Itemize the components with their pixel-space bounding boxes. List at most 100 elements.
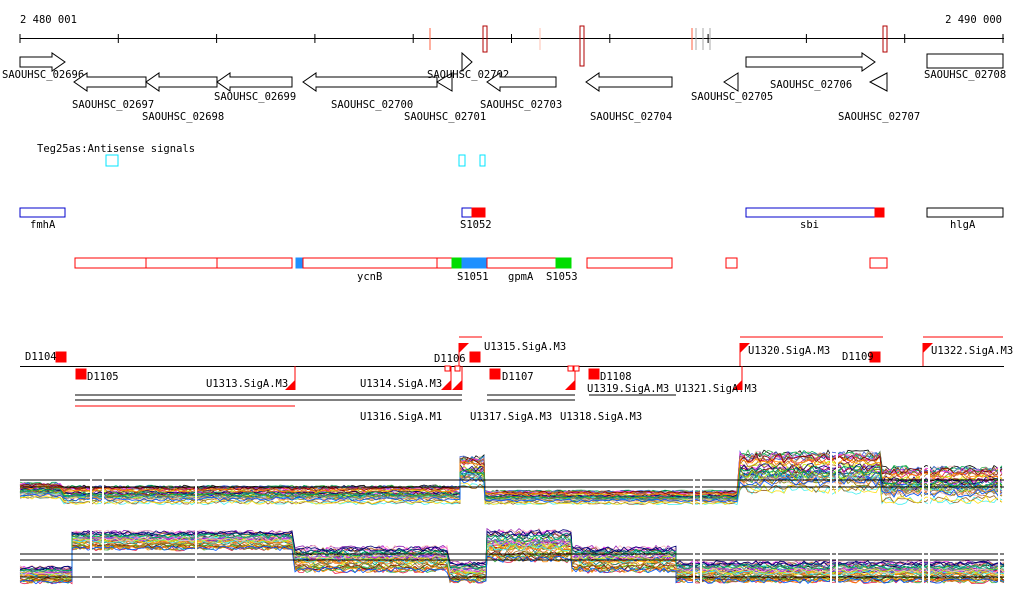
gene-arrow-5[interactable] bbox=[436, 72, 453, 92]
promoter-label[interactable]: U1319.SigA.M3 bbox=[587, 383, 669, 395]
gene-arrow-10[interactable] bbox=[745, 52, 876, 72]
gene-label[interactable]: SAOUHSC_02699 bbox=[214, 91, 296, 103]
promoter-label[interactable]: U1314.SigA.M3 bbox=[360, 378, 442, 390]
annotation-box bbox=[555, 257, 572, 269]
gene-label[interactable]: SAOUHSC_02706 bbox=[770, 79, 852, 91]
gene-arrow-2[interactable] bbox=[145, 72, 218, 92]
promoter-triangle bbox=[732, 380, 742, 390]
expression-profile bbox=[19, 457, 1003, 497]
promoter-label[interactable]: U1315.SigA.M3 bbox=[484, 341, 566, 353]
srna-label[interactable]: S1052 bbox=[460, 219, 492, 231]
annotation-box bbox=[486, 257, 557, 269]
gene-label[interactable]: SAOUHSC_02696 bbox=[2, 69, 84, 81]
gene-arrow-11[interactable] bbox=[868, 72, 888, 92]
expression-gap bbox=[928, 520, 930, 600]
expression-gap bbox=[102, 445, 104, 520]
gene-label[interactable]: SAOUHSC_02707 bbox=[838, 111, 920, 123]
annotation-label[interactable]: S1053 bbox=[546, 271, 578, 283]
gene-arrow-7[interactable] bbox=[486, 72, 557, 92]
expression-gap bbox=[922, 520, 924, 600]
annotation-label[interactable]: gpmA bbox=[508, 271, 534, 283]
promoter-label[interactable]: D1107 bbox=[502, 371, 534, 383]
expression-gap bbox=[830, 445, 832, 520]
gene-arrow-8[interactable] bbox=[585, 72, 673, 92]
gene-label[interactable]: SAOUHSC_02698 bbox=[142, 111, 224, 123]
annotation-box bbox=[586, 257, 673, 269]
gene-label[interactable]: SAOUHSC_02704 bbox=[590, 111, 672, 123]
signal-marker bbox=[482, 25, 488, 53]
promoter-box bbox=[469, 351, 481, 363]
promoter-label[interactable]: U1322.SigA.M3 bbox=[931, 345, 1013, 357]
promoter-small-box bbox=[444, 365, 451, 372]
gene-arrow-9[interactable] bbox=[723, 72, 739, 92]
promoter-triangle bbox=[565, 380, 575, 390]
expression-gap bbox=[836, 520, 838, 600]
expression-gap bbox=[693, 445, 695, 520]
promoter-label[interactable]: D1108 bbox=[600, 371, 632, 383]
promoter-label[interactable]: U1313.SigA.M3 bbox=[206, 378, 288, 390]
annotation-label[interactable]: S1051 bbox=[457, 271, 489, 283]
promoter-label[interactable]: D1109 bbox=[842, 351, 874, 363]
srna-S1052-fill bbox=[471, 207, 486, 218]
gene-label[interactable]: SAOUHSC_02705 bbox=[691, 91, 773, 103]
annotation-label[interactable]: ycnB bbox=[357, 271, 382, 283]
annotation-box bbox=[451, 257, 463, 269]
promoter-label[interactable]: D1106 bbox=[434, 353, 466, 365]
gene-label[interactable]: SAOUHSC_02703 bbox=[480, 99, 562, 111]
gene-arrow-1[interactable] bbox=[73, 72, 147, 92]
gene-arrow-0[interactable] bbox=[19, 52, 66, 72]
promoter-small-box bbox=[454, 365, 461, 372]
promoter-label[interactable]: D1105 bbox=[87, 371, 119, 383]
gene-label[interactable]: SAOUHSC_02708 bbox=[924, 69, 1006, 81]
expression-gap bbox=[928, 445, 930, 520]
antisense-signal bbox=[458, 154, 466, 167]
annotation-box bbox=[302, 257, 438, 269]
expression-profile bbox=[19, 461, 1003, 498]
expression-gap bbox=[998, 520, 1000, 600]
srna-label[interactable]: fmhA bbox=[30, 219, 56, 231]
expression-gap bbox=[700, 520, 702, 600]
gene-arrow-6[interactable] bbox=[461, 51, 473, 73]
gene-label[interactable]: SAOUHSC_02697 bbox=[72, 99, 154, 111]
promoter-box bbox=[869, 351, 881, 363]
expression-gap bbox=[90, 520, 92, 600]
promoter-triangle bbox=[923, 343, 933, 353]
expression-gap bbox=[90, 445, 92, 520]
promoter-box bbox=[55, 351, 67, 363]
promoter-label[interactable]: U1320.SigA.M3 bbox=[748, 345, 830, 357]
promoter-label[interactable]: D1104 bbox=[25, 351, 57, 363]
srna-label[interactable]: sbi bbox=[800, 219, 819, 231]
axis-end-label: 2 490 000 bbox=[945, 14, 1002, 26]
gene-label[interactable]: SAOUHSC_02701 bbox=[404, 111, 486, 123]
promoter-triangle bbox=[740, 343, 750, 353]
expression-gap bbox=[922, 445, 924, 520]
promoter-label[interactable]: U1318.SigA.M3 bbox=[560, 411, 642, 423]
promoter-box bbox=[489, 368, 501, 380]
expression-gap bbox=[998, 445, 1000, 520]
promoter-label[interactable]: U1317.SigA.M3 bbox=[470, 411, 552, 423]
srna-label[interactable]: hlgA bbox=[950, 219, 976, 231]
promoter-label[interactable]: U1321.SigA.M3 bbox=[675, 383, 757, 395]
gene-12[interactable] bbox=[926, 53, 1004, 69]
gene-arrow-3[interactable] bbox=[216, 72, 293, 92]
annotation-box bbox=[145, 257, 218, 269]
promoter-triangle bbox=[459, 343, 469, 353]
expression-gap bbox=[693, 520, 695, 600]
antisense-track-title: Teg25as:Antisense signals bbox=[37, 143, 195, 155]
srna-hlgA bbox=[926, 207, 1004, 218]
promoter-label[interactable]: U1316.SigA.M1 bbox=[360, 411, 442, 423]
promoter-triangle bbox=[285, 380, 295, 390]
promoter-triangle bbox=[441, 380, 451, 390]
gene-arrow-4[interactable] bbox=[302, 72, 438, 92]
expression-profile bbox=[19, 465, 1003, 499]
expression-profile bbox=[19, 543, 1005, 583]
annotation-box bbox=[869, 257, 888, 269]
antisense-signal bbox=[105, 154, 119, 167]
gene-label[interactable]: SAOUHSC_02702 bbox=[427, 69, 509, 81]
gene-label[interactable]: SAOUHSC_02700 bbox=[331, 99, 413, 111]
expression-gap bbox=[102, 520, 104, 600]
promoter-box bbox=[588, 368, 600, 380]
expression-profile bbox=[19, 475, 1003, 503]
srna-sbi bbox=[745, 207, 885, 218]
